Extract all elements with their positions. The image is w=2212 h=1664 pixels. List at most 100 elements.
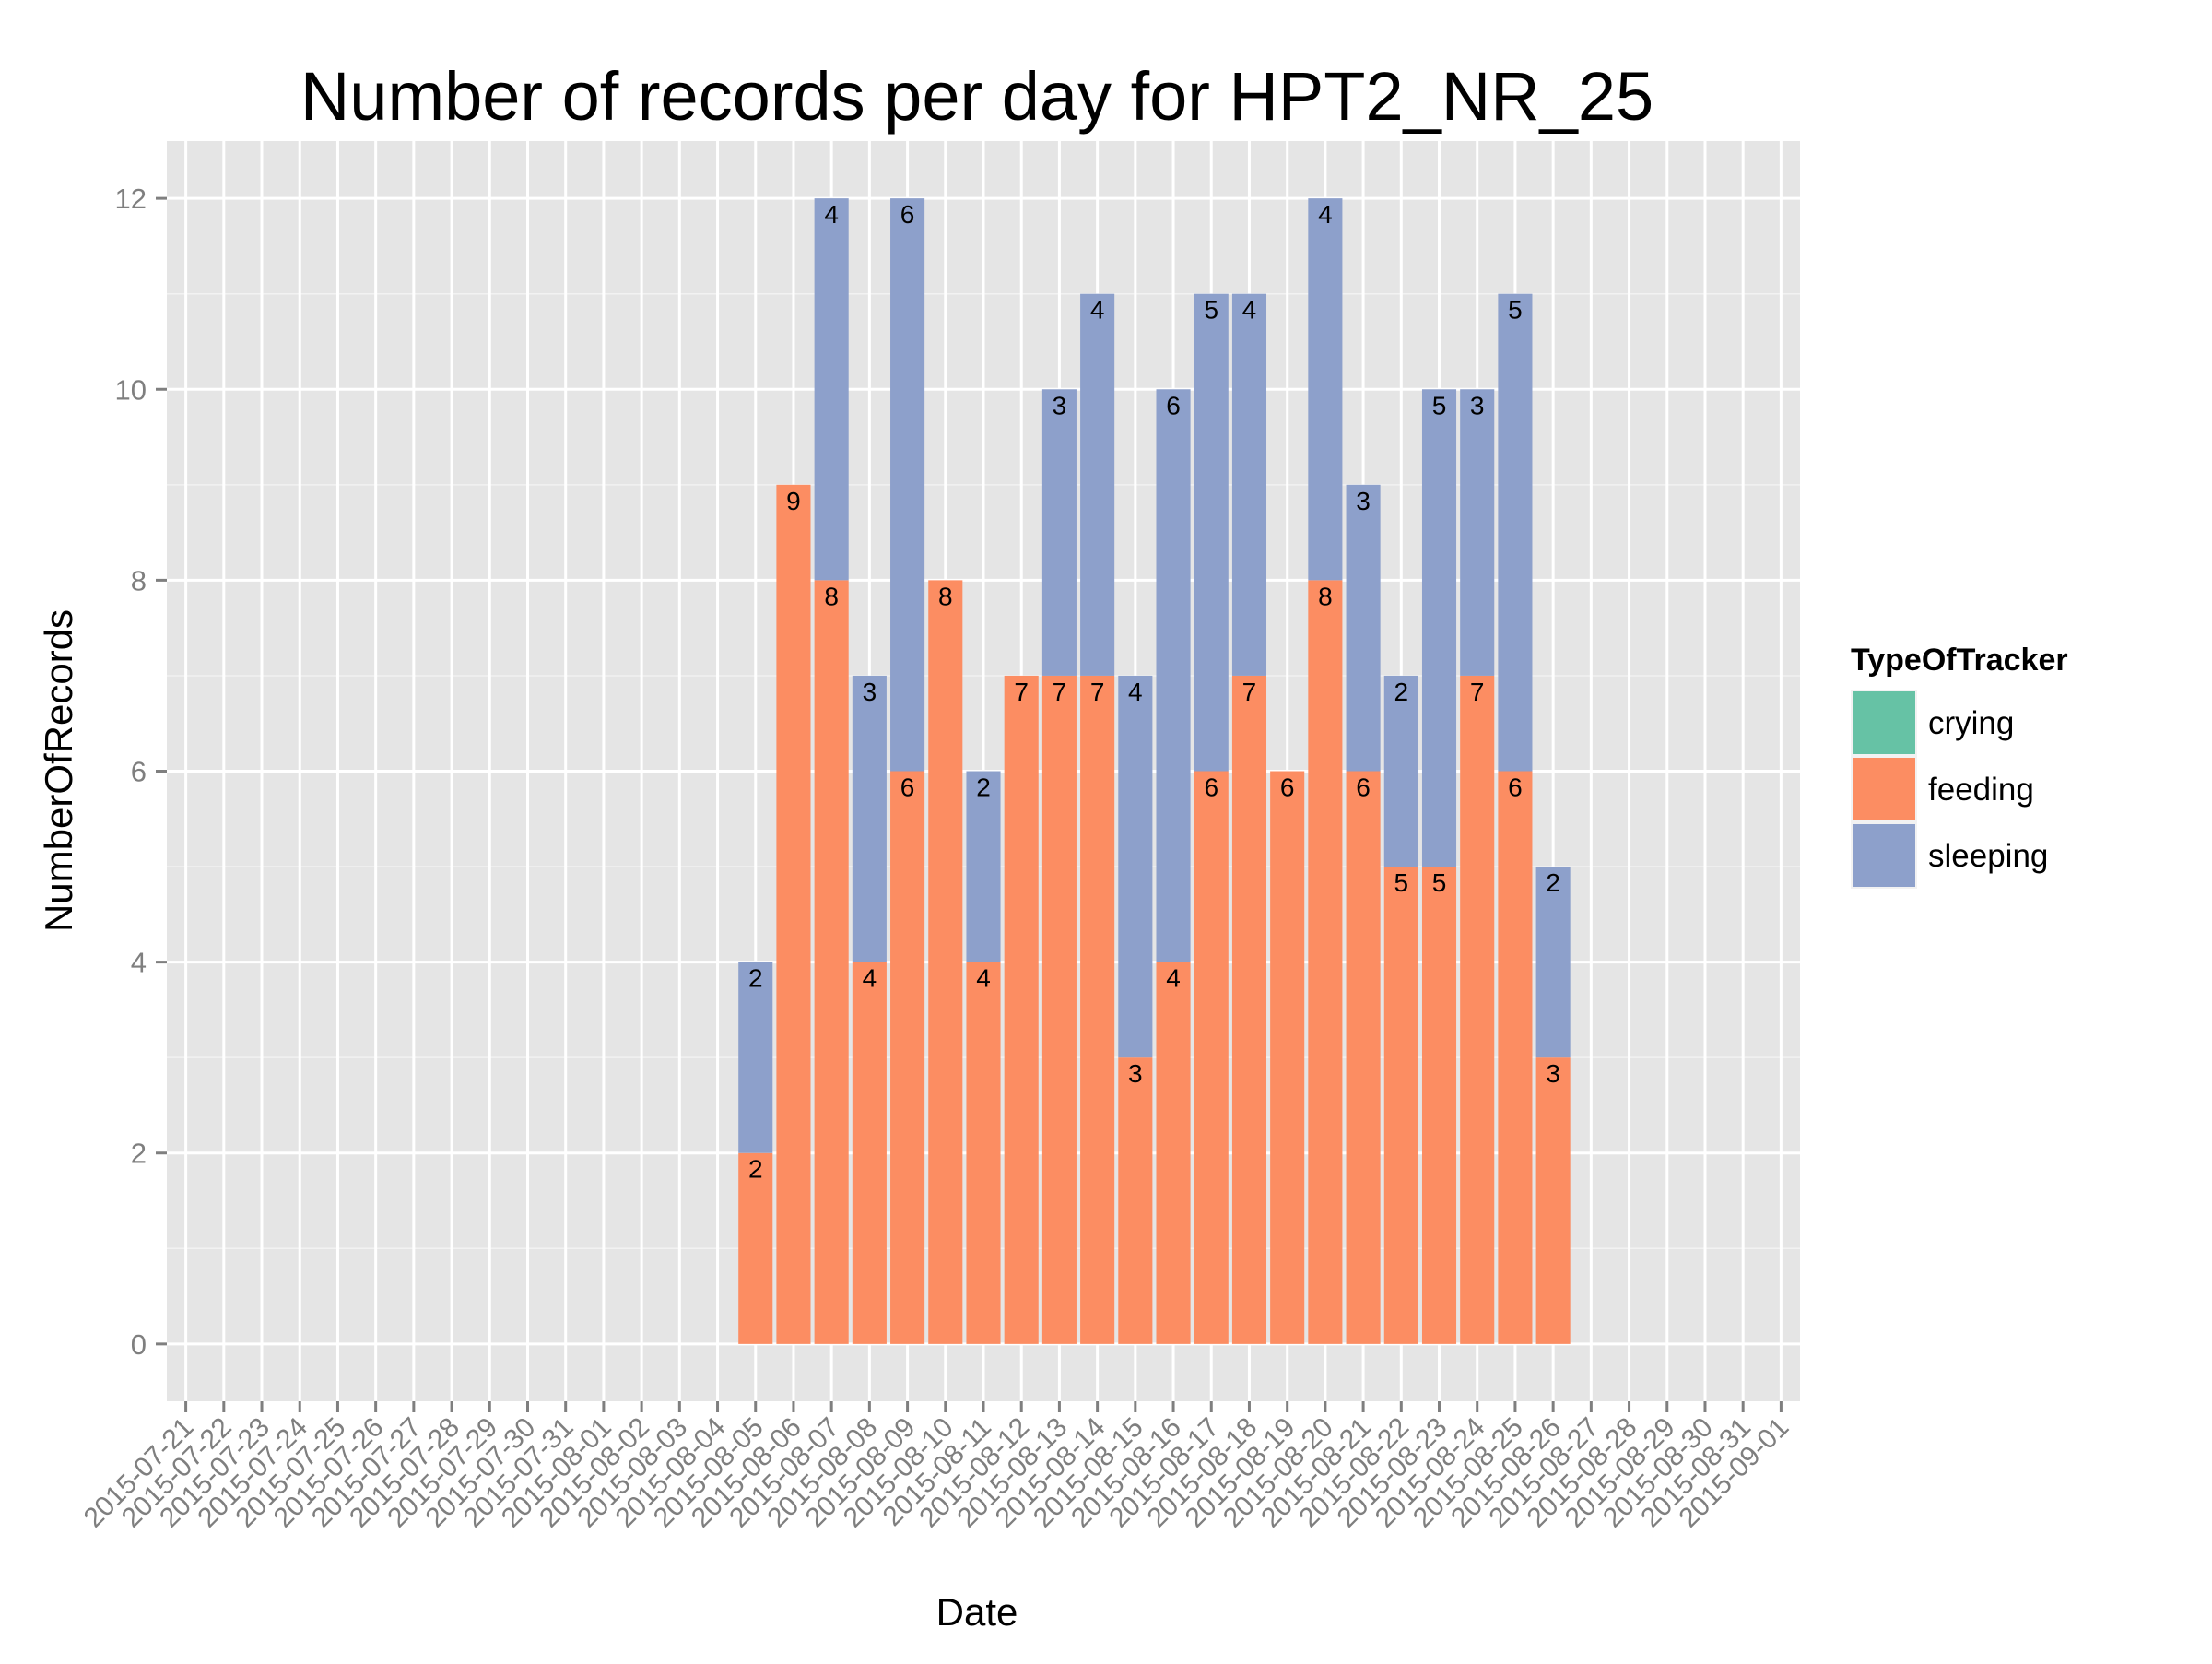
bar-feeding <box>1498 771 1533 1344</box>
bar-feeding <box>1421 867 1457 1344</box>
bar-value-label: 4 <box>1090 296 1105 325</box>
bar-feeding <box>928 580 963 1344</box>
y-tick-label: 8 <box>131 564 147 596</box>
bar-value-label: 3 <box>863 678 877 706</box>
bar-sleeping <box>1498 293 1533 772</box>
legend-swatch-sleeping <box>1853 824 1915 887</box>
legend-label-feeding: feeding <box>1928 772 2034 808</box>
bar-value-label: 4 <box>1242 296 1257 325</box>
bar-feeding <box>814 580 849 1344</box>
bar-sleeping <box>1346 484 1381 772</box>
bar-sleeping <box>1118 675 1153 1058</box>
bar-feeding <box>1194 771 1229 1344</box>
legend-swatch-feeding <box>1853 758 1915 820</box>
y-tick-label: 2 <box>131 1138 147 1170</box>
bar-value-label: 7 <box>1053 678 1067 706</box>
bar-sleeping <box>1041 389 1077 676</box>
y-axis-title: NumberOfRecords <box>37 609 80 932</box>
bar-value-label: 5 <box>1432 868 1447 897</box>
bar-value-label: 6 <box>1356 773 1371 802</box>
bar-feeding <box>1383 867 1418 1344</box>
bar-value-label: 9 <box>786 487 801 515</box>
bar-value-label: 5 <box>1204 296 1218 325</box>
bar-value-label: 2 <box>748 1155 763 1184</box>
chart-title: Number of records per day for HPT2_NR_25 <box>300 58 1653 135</box>
bar-value-label: 7 <box>1242 678 1257 706</box>
legend-label-crying: crying <box>1928 705 2014 741</box>
bar-sleeping <box>966 771 1001 962</box>
bar-value-label: 8 <box>1318 582 1333 610</box>
bar-feeding <box>1156 962 1191 1344</box>
bar-value-label: 4 <box>1318 200 1333 229</box>
bar-sleeping <box>1460 389 1495 676</box>
legend-items: crying feeding sleeping <box>1851 690 2048 889</box>
bar-sleeping <box>1383 675 1418 867</box>
bars <box>738 198 1571 1344</box>
bar-value-label: 4 <box>976 964 991 993</box>
bar-feeding <box>1004 675 1039 1344</box>
bar-value-label: 6 <box>900 200 915 229</box>
bar-feeding <box>1346 771 1381 1344</box>
bar-value-label: 3 <box>1128 1059 1143 1088</box>
legend-label-sleeping: sleeping <box>1928 838 2048 874</box>
bar-feeding <box>852 962 887 1344</box>
bar-value-label: 6 <box>1204 773 1218 802</box>
bar-sleeping <box>1194 293 1229 772</box>
bar-feeding <box>1080 675 1115 1344</box>
legend: TypeOfTracker crying feeding sleeping <box>1851 643 2068 889</box>
bar-value-label: 4 <box>824 200 839 229</box>
bar-sleeping <box>1231 293 1267 676</box>
bar-value-label: 6 <box>1166 391 1181 419</box>
bar-feeding <box>966 962 1001 1344</box>
bar-value-label: 2 <box>1546 868 1560 897</box>
bar-feeding <box>1041 675 1077 1344</box>
bar-feeding <box>1308 580 1343 1344</box>
bar-sleeping <box>738 962 773 1153</box>
bar-value-label: 2 <box>748 964 763 993</box>
bar-value-label: 8 <box>938 582 953 610</box>
bar-feeding <box>890 771 925 1344</box>
bar-feeding <box>1231 675 1267 1344</box>
bar-value-label: 3 <box>1546 1059 1560 1088</box>
bar-value-label: 5 <box>1432 391 1447 419</box>
bar-feeding <box>1460 675 1495 1344</box>
bar-value-label: 5 <box>1508 296 1523 325</box>
x-axis: 2015-07-212015-07-222015-07-232015-07-24… <box>78 1401 1794 1533</box>
bar-value-label: 7 <box>1090 678 1105 706</box>
bar-value-label: 4 <box>863 964 877 993</box>
bar-feeding <box>776 484 811 1344</box>
bar-feeding <box>1535 1057 1571 1344</box>
bar-value-label: 2 <box>976 773 991 802</box>
bar-value-label: 3 <box>1053 391 1067 419</box>
y-tick-label: 0 <box>131 1328 147 1361</box>
bar-sleeping <box>890 198 925 772</box>
bar-value-label: 8 <box>824 582 839 610</box>
bar-value-label: 6 <box>1280 773 1295 802</box>
bar-sleeping <box>1156 389 1191 962</box>
legend-swatch-crying <box>1853 691 1915 754</box>
bar-feeding <box>1270 771 1305 1344</box>
bar-value-label: 5 <box>1394 868 1409 897</box>
legend-title: TypeOfTracker <box>1851 643 2068 678</box>
bar-value-label: 6 <box>1508 773 1523 802</box>
bar-value-label: 2 <box>1394 678 1409 706</box>
bar-sleeping <box>1080 293 1115 676</box>
bar-value-label: 7 <box>1470 678 1485 706</box>
bar-value-label: 3 <box>1470 391 1485 419</box>
bar-sleeping <box>1308 198 1343 581</box>
y-tick-label: 4 <box>131 947 147 979</box>
y-axis: 0 2 4 6 8 10 12 <box>115 183 167 1361</box>
bar-value-label: 7 <box>1014 678 1029 706</box>
y-tick-label: 10 <box>115 373 147 406</box>
bar-sleeping <box>1421 389 1457 867</box>
bar-feeding <box>1118 1057 1153 1344</box>
x-axis-title: Date <box>936 1590 1018 1634</box>
bar-sleeping <box>852 675 887 962</box>
bar-value-label: 3 <box>1356 487 1371 515</box>
bar-value-label: 6 <box>900 773 915 802</box>
bar-value-label: 4 <box>1128 678 1143 706</box>
bar-feeding <box>738 1152 773 1344</box>
